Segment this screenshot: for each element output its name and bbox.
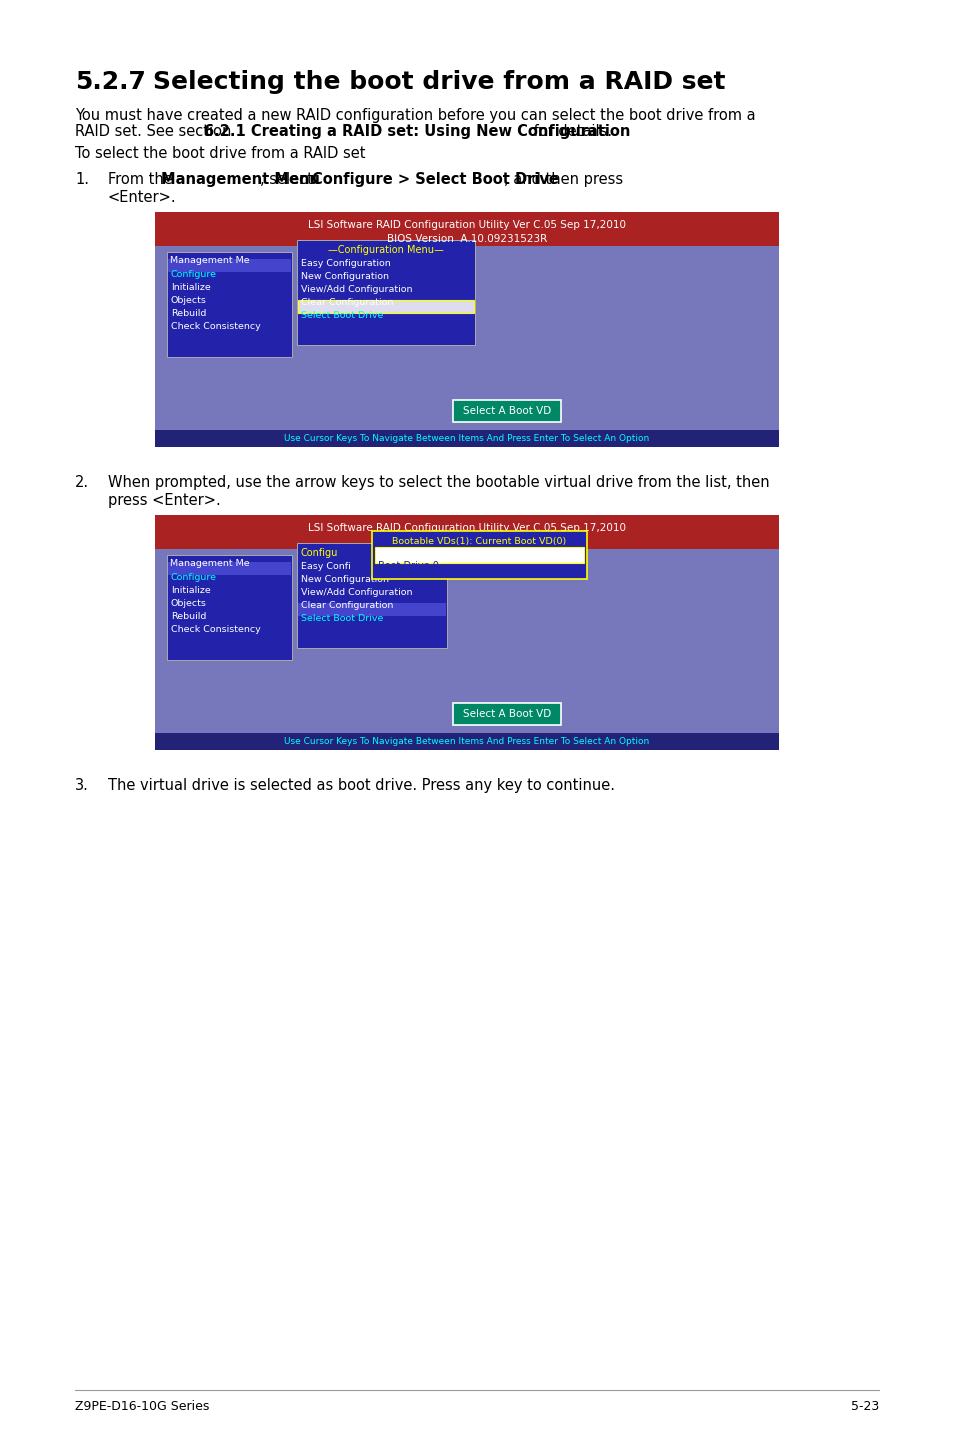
Text: Select A Boot VD: Select A Boot VD bbox=[462, 406, 551, 416]
Text: View/Add Configuration: View/Add Configuration bbox=[301, 285, 412, 293]
Text: 3.: 3. bbox=[75, 778, 89, 792]
Text: Rebuild: Rebuild bbox=[171, 309, 206, 318]
Bar bbox=[167, 252, 292, 357]
Text: The virtual drive is selected as boot drive. Press any key to continue.: The virtual drive is selected as boot dr… bbox=[108, 778, 615, 792]
Bar bbox=[167, 555, 292, 660]
Text: Clear Configuration: Clear Configuration bbox=[301, 601, 393, 610]
Bar bbox=[154, 733, 779, 751]
Text: , and then press: , and then press bbox=[503, 173, 622, 187]
Text: 5.2.7: 5.2.7 bbox=[75, 70, 146, 93]
Text: You must have created a new RAID configuration before you can select the boot dr: You must have created a new RAID configu… bbox=[75, 108, 755, 124]
Text: Bootable VDs(1): Current Boot VD(0): Bootable VDs(1): Current Boot VD(0) bbox=[392, 536, 566, 546]
Text: Rebuild: Rebuild bbox=[171, 613, 206, 621]
Text: Selecting the boot drive from a RAID set: Selecting the boot drive from a RAID set bbox=[152, 70, 724, 93]
Bar bbox=[168, 562, 291, 575]
Text: Configu: Configu bbox=[301, 548, 338, 558]
Text: RAID set. See section: RAID set. See section bbox=[75, 124, 235, 139]
Bar bbox=[154, 515, 779, 751]
Bar bbox=[154, 430, 779, 447]
Text: Check Consistency: Check Consistency bbox=[171, 626, 260, 634]
Bar bbox=[296, 240, 475, 345]
Text: Use Cursor Keys To Navigate Between Items And Press Enter To Select An Option: Use Cursor Keys To Navigate Between Item… bbox=[284, 434, 649, 443]
Text: View/Add Configuration: View/Add Configuration bbox=[301, 588, 412, 597]
Text: LSI Software RAID Configuration Utility Ver C.05 Sep 17,2010: LSI Software RAID Configuration Utility … bbox=[308, 523, 625, 533]
Bar bbox=[154, 515, 779, 549]
Text: Configure: Configure bbox=[171, 572, 216, 582]
Text: 5-23: 5-23 bbox=[850, 1401, 878, 1414]
Bar bbox=[453, 400, 560, 421]
Bar bbox=[168, 259, 291, 272]
Text: Check Consistency: Check Consistency bbox=[171, 322, 260, 331]
Text: Clear Configuration: Clear Configuration bbox=[301, 298, 393, 306]
Text: 2.: 2. bbox=[75, 475, 89, 490]
Text: Select A Boot VD: Select A Boot VD bbox=[462, 709, 551, 719]
Bar bbox=[375, 546, 583, 564]
Text: Objects: Objects bbox=[171, 600, 207, 608]
Text: From the: From the bbox=[108, 173, 177, 187]
Text: Management Me: Management Me bbox=[170, 256, 250, 265]
Bar bbox=[296, 544, 447, 649]
Text: Management Me: Management Me bbox=[170, 559, 250, 568]
Bar bbox=[297, 301, 474, 313]
Text: Management Menu: Management Menu bbox=[160, 173, 319, 187]
Text: New Configuration: New Configuration bbox=[301, 575, 389, 584]
Bar bbox=[453, 703, 560, 725]
Text: Z9PE-D16-10G Series: Z9PE-D16-10G Series bbox=[75, 1401, 209, 1414]
Bar bbox=[372, 531, 586, 580]
Text: for details.: for details. bbox=[528, 124, 611, 139]
Text: Initialize: Initialize bbox=[171, 283, 211, 292]
Text: press <Enter>.: press <Enter>. bbox=[108, 493, 220, 508]
Text: BIOS Version  A.10.09231523R: BIOS Version A.10.09231523R bbox=[387, 234, 547, 244]
Text: BIOS Version  A.10.09231523R: BIOS Version A.10.09231523R bbox=[387, 536, 547, 546]
Text: , select: , select bbox=[259, 173, 316, 187]
Text: Configure > Select Boot Drive: Configure > Select Boot Drive bbox=[312, 173, 558, 187]
Text: Initialize: Initialize bbox=[171, 587, 211, 595]
Text: Configure: Configure bbox=[171, 270, 216, 279]
Text: Use Cursor Keys To Navigate Between Items And Press Enter To Select An Option: Use Cursor Keys To Navigate Between Item… bbox=[284, 738, 649, 746]
Bar bbox=[154, 211, 779, 246]
Text: Select Boot Drive: Select Boot Drive bbox=[301, 311, 383, 321]
Text: When prompted, use the arrow keys to select the bootable virtual drive from the : When prompted, use the arrow keys to sel… bbox=[108, 475, 769, 490]
Text: LSI Software RAID Configuration Utility Ver C.05 Sep 17,2010: LSI Software RAID Configuration Utility … bbox=[308, 220, 625, 230]
Text: Easy Confi: Easy Confi bbox=[301, 562, 351, 571]
Text: Objects: Objects bbox=[171, 296, 207, 305]
Text: New Configuration: New Configuration bbox=[301, 272, 389, 280]
Text: 6.2.1 Creating a RAID set: Using New Configuration: 6.2.1 Creating a RAID set: Using New Con… bbox=[204, 124, 629, 139]
Text: —Configuration Menu—: —Configuration Menu— bbox=[328, 244, 443, 255]
Text: Easy Configuration: Easy Configuration bbox=[301, 259, 391, 267]
Text: Select Boot Drive: Select Boot Drive bbox=[301, 614, 383, 623]
Text: <Enter>.: <Enter>. bbox=[108, 190, 176, 206]
Bar bbox=[154, 211, 779, 447]
Text: 1.: 1. bbox=[75, 173, 89, 187]
Text: Boot Drive 0: Boot Drive 0 bbox=[377, 561, 438, 571]
Text: To select the boot drive from a RAID set: To select the boot drive from a RAID set bbox=[75, 147, 365, 161]
Bar bbox=[297, 603, 446, 615]
